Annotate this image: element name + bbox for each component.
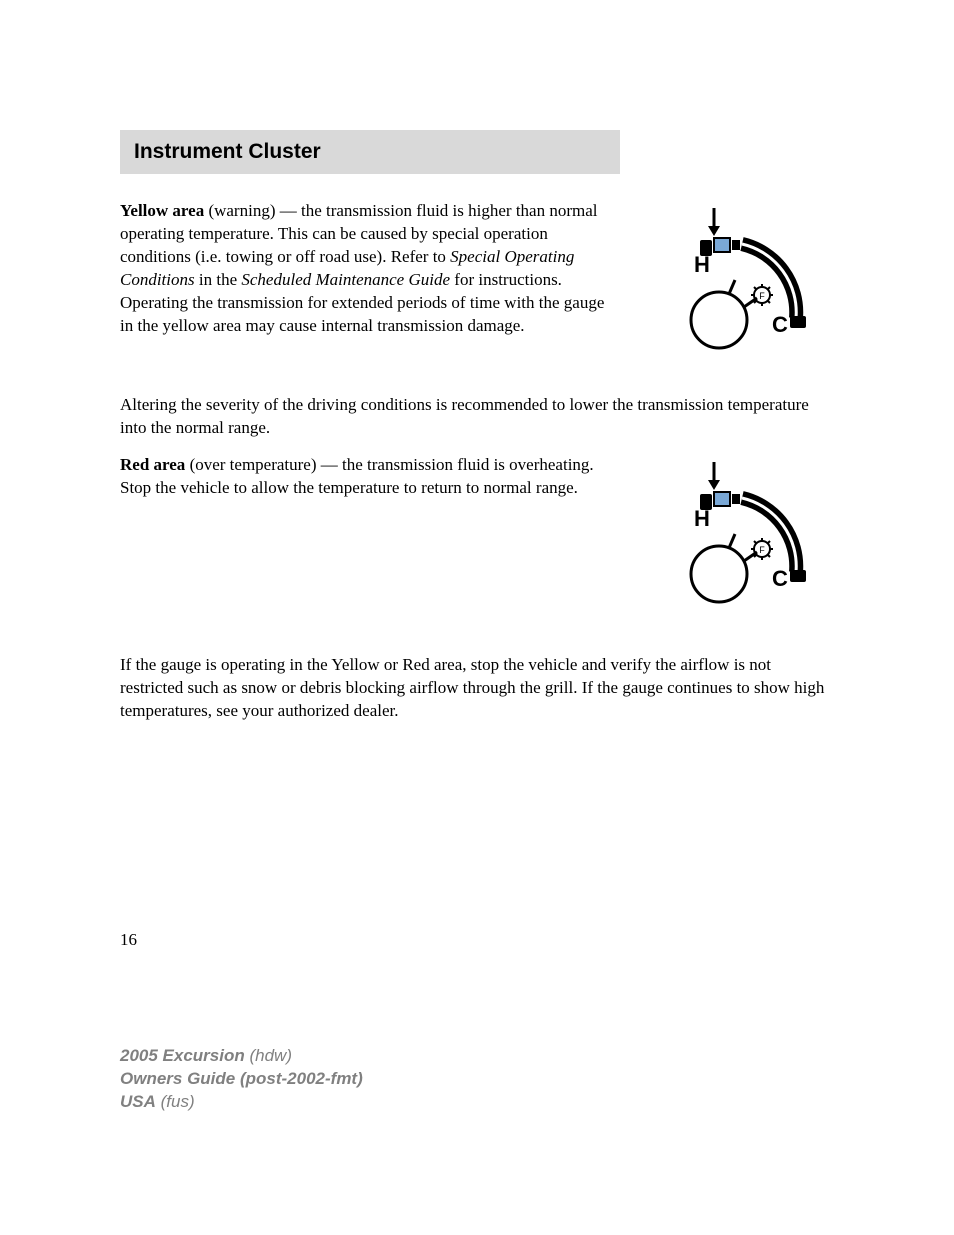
svg-text:F: F — [759, 545, 765, 555]
yellow-area-row: Yellow area (warning) — the transmission… — [120, 200, 834, 380]
footer-region-code: (fus) — [156, 1092, 195, 1111]
section-title: Instrument Cluster — [134, 140, 606, 164]
p1-i2: Scheduled Maintenance Guide — [241, 270, 450, 289]
gauge-1-container: H C F — [634, 200, 834, 380]
footer-region: USA — [120, 1092, 156, 1111]
svg-text:H: H — [694, 506, 710, 531]
svg-text:F: F — [759, 291, 765, 301]
footer: 2005 Excursion (hdw) Owners Guide (post-… — [120, 1045, 363, 1114]
page-container: Instrument Cluster Yellow area (warning)… — [0, 0, 954, 797]
yellow-area-text: Yellow area (warning) — the transmission… — [120, 200, 614, 380]
footer-line-2: Owners Guide (post-2002-fmt) — [120, 1068, 363, 1091]
red-area-row: Red area (over temperature) — the transm… — [120, 454, 834, 634]
footer-line-1: 2005 Excursion (hdw) — [120, 1045, 363, 1068]
svg-text:C: C — [772, 312, 788, 337]
svg-text:H: H — [694, 252, 710, 277]
gauge-2-container: H C F — [634, 454, 834, 634]
footer-model-code: (hdw) — [245, 1046, 292, 1065]
gauge-icon-2: H C F — [644, 454, 824, 634]
yellow-area-label: Yellow area — [120, 201, 204, 220]
p4: If the gauge is operating in the Yellow … — [120, 654, 834, 723]
p1-b: in the — [195, 270, 242, 289]
p2: Altering the severity of the driving con… — [120, 394, 834, 440]
page-number: 16 — [120, 930, 137, 950]
section-header: Instrument Cluster — [120, 130, 620, 174]
footer-model: 2005 Excursion — [120, 1046, 245, 1065]
footer-line-3: USA (fus) — [120, 1091, 363, 1114]
red-area-label: Red area — [120, 455, 185, 474]
gauge-icon-1: H C F — [644, 200, 824, 380]
red-area-text: Red area (over temperature) — the transm… — [120, 454, 614, 634]
svg-text:C: C — [772, 566, 788, 591]
p3-rest: (over temperature) — the transmission fl… — [120, 455, 594, 497]
